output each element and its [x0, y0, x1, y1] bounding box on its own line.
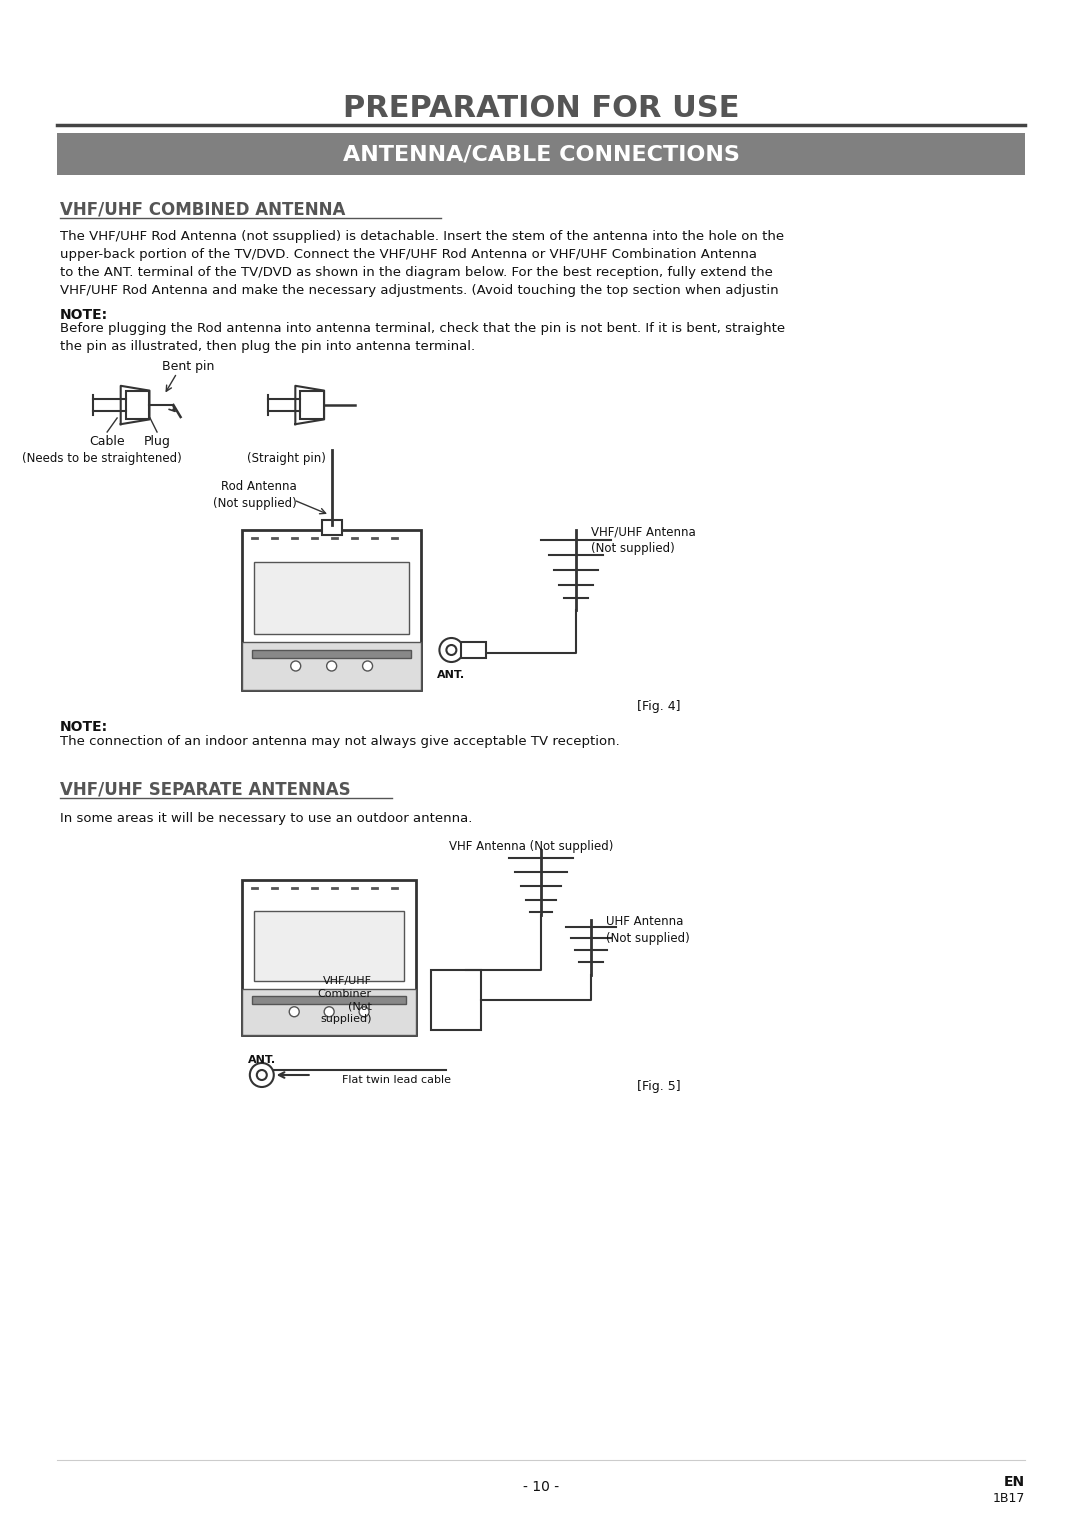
- Circle shape: [440, 639, 463, 662]
- Bar: [252, 996, 406, 1004]
- Bar: [461, 642, 486, 659]
- Text: (Straight pin): (Straight pin): [247, 452, 326, 465]
- Text: VHF/UHF COMBINED ANTENNA: VHF/UHF COMBINED ANTENNA: [60, 200, 346, 219]
- Bar: [254, 562, 409, 634]
- Circle shape: [324, 1007, 334, 1016]
- Text: 1B17: 1B17: [993, 1491, 1025, 1505]
- Text: Cable: Cable: [90, 435, 125, 448]
- Text: UHF Antenna
(Not supplied): UHF Antenna (Not supplied): [606, 915, 690, 944]
- Text: VHF Antenna (Not supplied): VHF Antenna (Not supplied): [449, 840, 613, 853]
- Text: EN: EN: [1004, 1475, 1025, 1488]
- Bar: [242, 989, 417, 1034]
- Text: [Fig. 5]: [Fig. 5]: [637, 1080, 680, 1093]
- Bar: [322, 520, 341, 535]
- Text: ANTENNA/CABLE CONNECTIONS: ANTENNA/CABLE CONNECTIONS: [342, 144, 740, 163]
- Text: Before plugging the Rod antenna into antenna terminal, check that the pin is not: Before plugging the Rod antenna into ant…: [60, 322, 785, 353]
- Circle shape: [363, 662, 373, 671]
- Text: ANT.: ANT.: [437, 669, 465, 680]
- Bar: [252, 649, 411, 659]
- Text: NOTE:: NOTE:: [60, 720, 108, 733]
- Text: In some areas it will be necessary to use an outdoor antenna.: In some areas it will be necessary to us…: [60, 811, 473, 825]
- Bar: [431, 970, 482, 1030]
- Text: [Fig. 4]: [Fig. 4]: [637, 700, 680, 714]
- Text: VHF/UHF Antenna
(Not supplied): VHF/UHF Antenna (Not supplied): [591, 526, 696, 555]
- Text: (Needs to be straightened): (Needs to be straightened): [23, 452, 183, 465]
- Text: ANT.: ANT.: [247, 1054, 275, 1065]
- Circle shape: [326, 662, 337, 671]
- Bar: [300, 391, 324, 419]
- Text: Flat twin lead cable: Flat twin lead cable: [341, 1076, 450, 1085]
- Text: Bent pin: Bent pin: [162, 361, 215, 373]
- Text: The connection of an indoor antenna may not always give acceptable TV reception.: The connection of an indoor antenna may …: [60, 735, 620, 749]
- Circle shape: [249, 1063, 273, 1086]
- Bar: [57, 133, 1025, 176]
- Circle shape: [446, 645, 457, 656]
- Bar: [254, 911, 405, 981]
- Circle shape: [257, 1070, 267, 1080]
- Bar: [242, 530, 421, 691]
- Circle shape: [289, 1007, 299, 1016]
- Text: Plug: Plug: [144, 435, 171, 448]
- Text: VHF/UHF SEPARATE ANTENNAS: VHF/UHF SEPARATE ANTENNAS: [60, 779, 351, 798]
- Text: The VHF/UHF Rod Antenna (not ssupplied) is detachable. Insert the stem of the an: The VHF/UHF Rod Antenna (not ssupplied) …: [60, 231, 784, 296]
- Bar: [125, 391, 149, 419]
- Text: VHF/UHF
Combiner
(Not
supplied): VHF/UHF Combiner (Not supplied): [318, 976, 372, 1024]
- Text: PREPARATION FOR USE: PREPARATION FOR USE: [343, 93, 740, 122]
- Circle shape: [359, 1007, 369, 1016]
- Text: NOTE:: NOTE:: [60, 309, 108, 322]
- Circle shape: [291, 662, 300, 671]
- Text: - 10 -: - 10 -: [523, 1481, 559, 1494]
- Bar: [242, 642, 421, 691]
- Bar: [242, 880, 417, 1034]
- Text: Rod Antenna
(Not supplied): Rod Antenna (Not supplied): [213, 480, 297, 510]
